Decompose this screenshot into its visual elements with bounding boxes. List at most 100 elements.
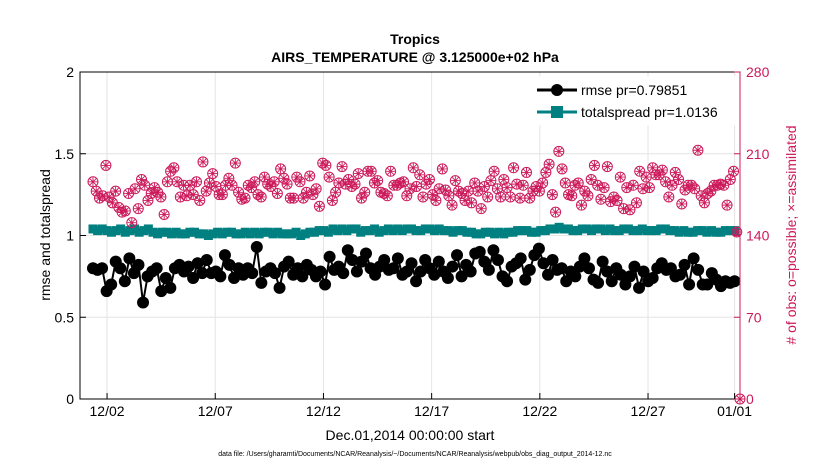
obs-point [207,168,219,180]
totalspread-point [508,227,518,237]
obs-possible-marker [372,175,384,187]
obs-assimilated-marker [256,192,266,202]
obs-assimilated-marker [515,193,525,203]
obs-assimilated-marker [162,177,172,187]
obs-assimilated-marker [541,167,551,177]
totalspread-point [711,227,721,237]
totalspread-point [286,229,296,239]
totalspread-point [171,227,181,237]
obs-point [142,194,154,206]
totalspread-point [416,226,426,236]
totalspread-point [346,224,356,234]
totalspread-point [319,226,329,236]
y-tick-label: 1 [66,228,74,244]
obs-assimilated-marker [305,171,315,181]
obs-possible-marker [436,163,448,175]
obs-assimilated-marker [460,195,470,205]
rmse-point [218,249,231,262]
totalspread-point [351,224,361,234]
obs-assimilated-marker [693,145,703,155]
obs-assimilated-marker [269,177,279,187]
obs-assimilated-marker [547,190,557,200]
totalspread-point [480,227,490,237]
obs-point [103,191,115,203]
obs-assimilated-marker [337,162,347,172]
obs-assimilated-marker [551,207,561,217]
totalspread-point [670,226,680,236]
obs-point [304,170,316,182]
totalspread-point [314,226,324,236]
obs-possible-marker [300,186,312,198]
obs-point [640,171,652,183]
obs-assimilated-marker [185,180,195,190]
y-axis-label: rmse and totalspread [37,169,53,301]
totalspread-point [406,224,416,234]
obs-point [174,191,186,203]
obs-assimilated-marker [496,192,506,202]
series-totalspread [88,222,740,240]
obs-assimilated-marker [402,191,412,201]
totalspread-point [425,224,435,234]
totalspread-point [651,226,661,236]
rmse-point [482,263,495,276]
obs-possible-marker [129,183,141,195]
totalspread-point [162,227,172,237]
obs-assimilated-marker [104,192,114,202]
obs-point [161,176,173,188]
obs-assimilated-marker [557,164,567,174]
obs-possible-marker [365,165,377,177]
rmse-point [296,270,309,283]
legend: rmse pr=0.79851 totalspread pr=1.0136 [529,76,736,126]
rmse-point [387,262,400,275]
obs-possible-marker [194,194,206,206]
x-tick-label: 12/22 [522,403,557,419]
obs-point [106,197,118,209]
obs-point [695,190,707,202]
obs-possible-marker [627,179,639,191]
obs-possible-marker [268,176,280,188]
obs-point [475,203,487,215]
obs-assimilated-marker [699,198,709,208]
obs-point [191,176,203,188]
obs-assimilated-marker [531,181,541,191]
obs-assimilated-marker [538,178,548,188]
x-tick-label: 12/02 [90,403,125,419]
obs-point [233,186,245,198]
rmse-point [514,252,527,265]
obs-point [281,178,293,190]
obs-assimilated-marker [124,188,134,198]
obs-point [508,162,520,174]
rmse-point [196,267,209,280]
rmse-point [487,244,500,257]
totalspread-point [660,224,670,234]
obs-assimilated-marker [518,180,528,190]
totalspread-point [554,222,564,232]
obs-possible-marker [575,199,587,211]
obs-assimilated-marker [644,183,654,193]
totalspread-point [720,226,730,236]
rmse-point [187,272,200,285]
obs-assimilated-marker [88,177,98,187]
totalspread-point [471,229,481,239]
obs-point [618,203,630,215]
obs-point [271,187,283,199]
obs-possible-marker [126,217,138,229]
totalspread-point [526,227,536,237]
totalspread-point [522,226,532,236]
obs-assimilated-marker [240,193,250,203]
x-tick-label: 12/12 [306,403,341,419]
obs-point [255,191,267,203]
rmse-point [432,255,445,268]
totalspread-point [277,229,287,239]
obs-possible-marker [440,184,452,196]
obs-point [310,183,322,195]
obs-possible-marker [294,176,306,188]
obs-point [181,190,193,202]
rmse-point [633,281,646,294]
totalspread-point [674,227,684,237]
rmse-point [378,254,391,267]
totalspread-point [434,224,444,234]
obs-assimilated-marker [567,191,577,201]
obs-assimilated-marker [250,177,260,187]
obs-assimilated-marker [91,186,101,196]
